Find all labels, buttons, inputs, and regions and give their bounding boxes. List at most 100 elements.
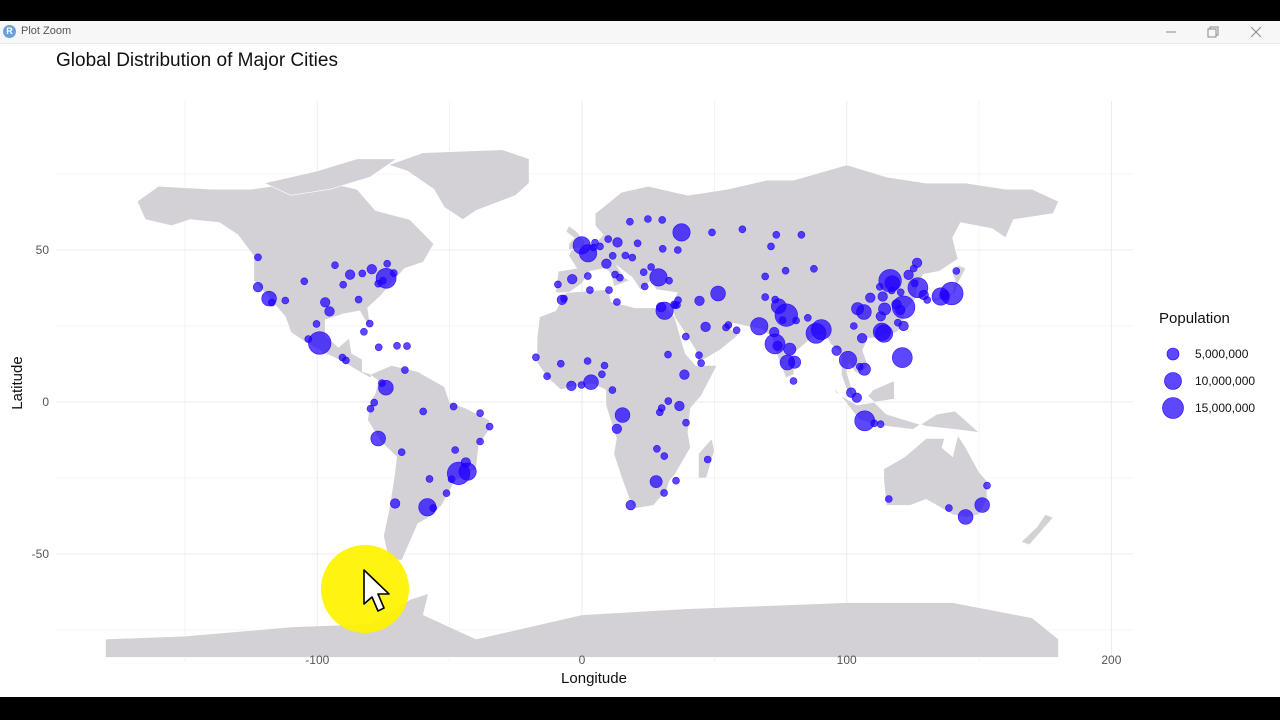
x-tick-label: -100 <box>305 653 329 667</box>
city-point <box>672 223 691 242</box>
city-point <box>870 419 879 428</box>
city-point <box>308 331 332 355</box>
city-point <box>655 302 667 313</box>
city-point <box>697 359 705 367</box>
city-point <box>429 504 438 512</box>
world-map-chart: -100 0 100 200 50 0 -50 Longitude Latitude Pop… <box>9 101 1255 687</box>
city-point <box>700 321 711 333</box>
city-point <box>797 231 806 239</box>
city-point <box>304 335 313 343</box>
city-point <box>738 225 747 234</box>
city-point <box>613 298 621 306</box>
city-point <box>566 380 577 392</box>
city-point <box>639 268 648 276</box>
city-point <box>923 296 932 304</box>
city-point <box>779 354 796 371</box>
city-point <box>583 357 592 365</box>
city-point <box>810 265 818 273</box>
city-point <box>649 475 663 488</box>
city-point <box>628 253 637 262</box>
city-point <box>681 332 690 341</box>
minimize-button[interactable] <box>1153 21 1189 43</box>
city-point <box>366 404 375 413</box>
legend-title: Population <box>1159 310 1230 327</box>
city-point <box>772 340 783 351</box>
city-point <box>644 215 652 223</box>
city-point <box>831 345 842 356</box>
city-point <box>679 369 690 380</box>
city-point <box>792 316 800 325</box>
city-point <box>370 430 386 447</box>
city-point <box>903 269 914 280</box>
city-point <box>608 252 617 260</box>
city-point <box>583 374 599 390</box>
city-point <box>331 261 339 269</box>
city-point <box>616 273 624 282</box>
city-point <box>874 324 893 343</box>
city-point <box>856 304 872 320</box>
city-point <box>674 400 685 412</box>
city-point <box>767 242 775 251</box>
city-point <box>389 269 398 277</box>
city-point <box>898 320 909 332</box>
city-point <box>887 286 896 295</box>
city-point <box>803 313 812 322</box>
city-point <box>769 327 780 338</box>
city-point <box>612 237 623 248</box>
antarctica-land <box>105 593 1059 658</box>
city-point <box>633 239 642 248</box>
window-title: Plot Zoom <box>21 25 72 37</box>
city-point <box>605 286 613 294</box>
city-point <box>974 497 990 513</box>
city-point <box>345 269 356 280</box>
city-point <box>451 446 460 454</box>
city-point <box>875 282 884 291</box>
city-point <box>658 245 667 253</box>
r-app-icon: R <box>3 25 16 38</box>
arctic-islands-land <box>263 158 398 196</box>
city-point <box>339 280 348 289</box>
city-point <box>761 293 770 301</box>
africa-land <box>536 289 718 509</box>
city-point <box>596 242 604 251</box>
city-point <box>374 343 383 352</box>
city-point <box>911 257 923 268</box>
city-point <box>460 457 471 468</box>
city-point <box>300 277 309 286</box>
legend-key <box>1166 347 1180 361</box>
city-point <box>952 267 961 275</box>
city-point <box>865 292 876 303</box>
y-tick-label: 0 <box>42 395 49 409</box>
city-point <box>856 333 868 344</box>
city-point <box>383 259 392 268</box>
legend-label: 10,000,000 <box>1195 374 1255 388</box>
city-point <box>366 264 377 275</box>
city-point <box>586 286 594 294</box>
city-point <box>895 304 906 316</box>
city-point <box>600 361 609 370</box>
city-point <box>320 297 331 308</box>
city-point <box>876 420 885 429</box>
city-point <box>556 294 568 306</box>
city-point <box>875 311 886 322</box>
greenland-land <box>387 149 530 220</box>
city-point <box>608 386 617 394</box>
city-point <box>772 231 781 239</box>
city-point <box>577 381 586 389</box>
close-button[interactable] <box>1238 21 1274 43</box>
cursor-overlay <box>321 545 409 633</box>
city-point <box>583 272 592 280</box>
restore-button[interactable] <box>1195 21 1231 43</box>
mouse-pointer-icon <box>363 569 390 612</box>
city-point <box>649 268 668 287</box>
city-point <box>660 489 668 497</box>
legend-label: 15,000,000 <box>1195 401 1255 415</box>
north-america-land <box>136 179 435 379</box>
city-point <box>838 350 857 369</box>
city-point <box>625 500 636 511</box>
y-tick-label: -50 <box>32 547 50 561</box>
city-point <box>673 301 681 309</box>
city-point <box>664 397 673 405</box>
city-point <box>281 296 290 305</box>
y-axis-label: Latitude <box>9 356 26 409</box>
